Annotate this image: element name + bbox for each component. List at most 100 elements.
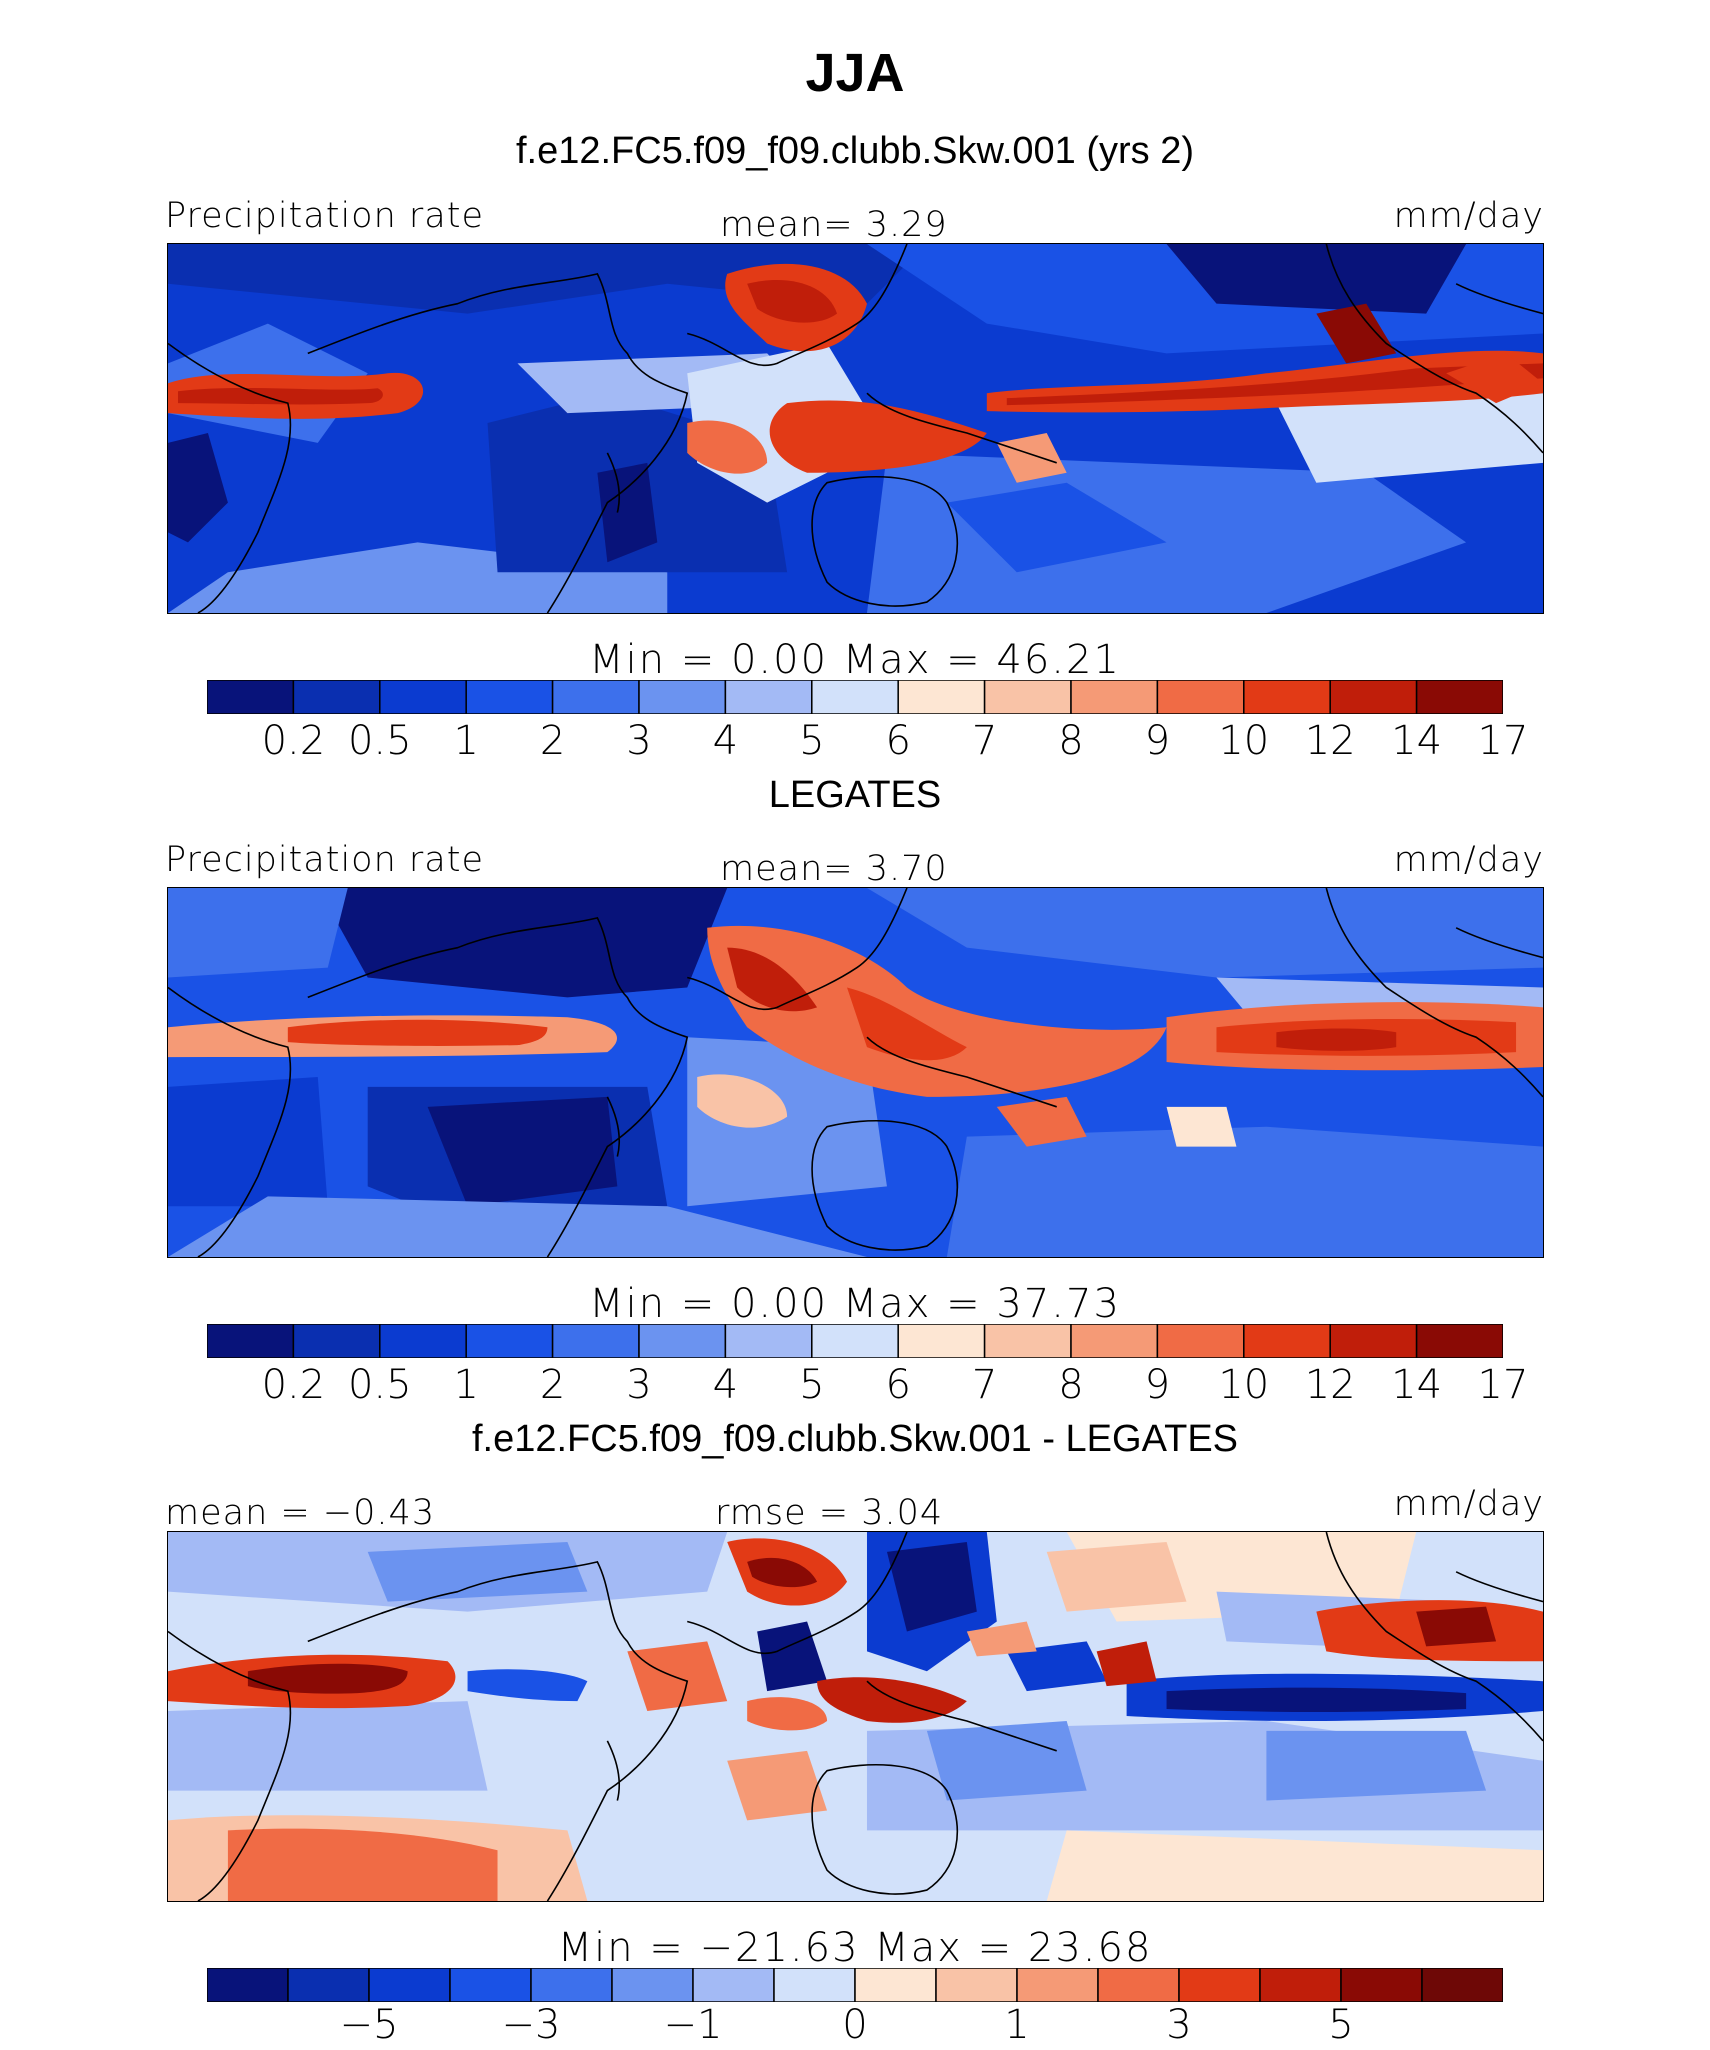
- panel-2-map: [167, 887, 1544, 1258]
- colorbar-swatch: [530, 1968, 613, 2002]
- panel-1-units-label: mm/day: [1393, 196, 1544, 236]
- colorbar-swatch: [983, 1324, 1072, 1358]
- colorbar-tick-label: 1: [453, 718, 479, 764]
- colorbar-tick-label: 0.5: [347, 718, 412, 764]
- colorbar-swatch: [449, 1968, 532, 2002]
- colorbar-swatch: [1070, 680, 1159, 714]
- colorbar-swatch: [1156, 680, 1245, 714]
- colorbar-tick-label: 4: [712, 1362, 739, 1408]
- colorbar-tick-label: 2: [539, 718, 566, 764]
- colorbar-tick-label: 5: [799, 1362, 825, 1408]
- colorbar-tick-label: 10: [1218, 1362, 1270, 1408]
- colorbar-tick-label: 7: [971, 1362, 998, 1408]
- colorbar-tick-label: 0.2: [261, 1362, 326, 1408]
- colorbar-swatch: [287, 1968, 370, 2002]
- colorbar-swatch: [638, 680, 727, 714]
- colorbar-tick-label: 17: [1477, 1362, 1529, 1408]
- colorbar-tick-label: −5: [339, 2002, 399, 2048]
- colorbar-swatch: [1097, 1968, 1180, 2002]
- colorbar-swatch: [1329, 1324, 1418, 1358]
- colorbar-swatch: [379, 680, 467, 714]
- colorbar-tick-label: 6: [885, 1362, 911, 1408]
- colorbar-tick-label: 4: [712, 718, 739, 764]
- colorbar-tick-label: 0.2: [261, 718, 326, 764]
- colorbar-swatch: [854, 1968, 937, 2002]
- colorbar-tick-label: 6: [885, 718, 911, 764]
- figure-title: JJA: [805, 43, 905, 103]
- panel-3-minmax: Min = −21.63 Max = 23.68: [557, 1925, 1153, 1971]
- colorbar-tick-label: 9: [1144, 1362, 1171, 1408]
- colorbar-swatch: [692, 1968, 775, 2002]
- colorbar-swatch: [1016, 1968, 1099, 2002]
- colorbar-swatch: [897, 680, 986, 714]
- colorbar-tick-label: 2: [539, 1362, 566, 1408]
- panel-2-heading: LEGATES: [768, 774, 942, 816]
- colorbar-swatch: [207, 680, 295, 714]
- colorbar-swatch: [724, 680, 813, 714]
- panel-3-mean-label: mean = −0.43: [165, 1493, 436, 1533]
- colorbar-swatch: [465, 1324, 554, 1358]
- colorbar-tick-label: 14: [1391, 1362, 1443, 1408]
- panel-3-map: [167, 1531, 1544, 1902]
- colorbar-swatch: [1156, 1324, 1245, 1358]
- colorbar-tick-label: 9: [1144, 718, 1171, 764]
- colorbar-tick-label: 3: [626, 1362, 652, 1408]
- colorbar-tick-label: 10: [1218, 718, 1270, 764]
- panel-2-units-label: mm/day: [1393, 840, 1544, 880]
- colorbar-swatch: [379, 1324, 467, 1358]
- colorbar-tick-label: 12: [1304, 1362, 1356, 1408]
- panel-1-variable-label: Precipitation rate: [165, 196, 484, 236]
- colorbar-swatch: [1340, 1968, 1423, 2002]
- colorbar-swatch: [611, 1968, 694, 2002]
- colorbar-swatch: [368, 1968, 451, 2002]
- panel-2-mean-label: mean= 3.70: [720, 849, 948, 889]
- colorbar-swatch: [551, 1324, 640, 1358]
- colorbar-swatch: [207, 1968, 289, 2002]
- colorbar-tick-label: 8: [1058, 1362, 1084, 1408]
- panel-2-variable-label: Precipitation rate: [165, 840, 484, 880]
- panel-1-mean-label: mean= 3.29: [720, 205, 948, 245]
- colorbar-swatch: [638, 1324, 727, 1358]
- colorbar-swatch: [811, 680, 899, 714]
- panel-3-units-label: mm/day: [1393, 1484, 1544, 1524]
- colorbar-tick-label: 0.5: [347, 1362, 412, 1408]
- colorbar-tick-label: 14: [1391, 718, 1443, 764]
- panel-3-rmse-label: rmse = 3.04: [715, 1493, 944, 1533]
- colorbar-tick-label: 7: [971, 718, 998, 764]
- colorbar-swatch: [1070, 1324, 1159, 1358]
- panel-1-minmax: Min = 0.00 Max = 46.21: [589, 637, 1121, 683]
- colorbar-swatch: [292, 1324, 381, 1358]
- colorbar-tick-label: 17: [1477, 718, 1529, 764]
- panel-2-colorbar: [207, 1324, 1503, 1358]
- colorbar-swatch: [1415, 680, 1503, 714]
- colorbar-tick-label: 8: [1058, 718, 1084, 764]
- panel-1-heading: f.e12.FC5.f09_f09.clubb.Skw.001 (yrs 2): [515, 130, 1195, 172]
- panel-2-colorbar-ticks: 0.2 0.5 1 2 3 4 5 6 7 8 9 10 12 14 17: [207, 1362, 1529, 1410]
- colorbar-swatch: [935, 1968, 1018, 2002]
- colorbar-swatch: [1259, 1968, 1342, 2002]
- colorbar-swatch: [1329, 680, 1418, 714]
- colorbar-tick-label: 5: [1328, 2002, 1354, 2048]
- colorbar-swatch: [551, 680, 640, 714]
- colorbar-tick-label: 1: [1004, 2002, 1030, 2048]
- colorbar-swatch: [465, 680, 554, 714]
- colorbar-swatch: [1415, 1324, 1503, 1358]
- colorbar-tick-label: 3: [1166, 2002, 1192, 2048]
- colorbar-swatch: [811, 1324, 899, 1358]
- colorbar-tick-label: −1: [663, 2002, 723, 2048]
- panel-1-colorbar-ticks: 0.2 0.5 1 2 3 4 5 6 7 8 9 10 12 14 17: [207, 718, 1529, 766]
- panel-3-heading: f.e12.FC5.f09_f09.clubb.Skw.001 - LEGATE…: [471, 1418, 1239, 1460]
- colorbar-swatch: [1421, 1968, 1503, 2002]
- colorbar-swatch: [983, 680, 1072, 714]
- colorbar-swatch: [773, 1968, 856, 2002]
- colorbar-swatch: [292, 680, 381, 714]
- panel-1-map: [167, 243, 1544, 614]
- colorbar-tick-label: 1: [453, 1362, 479, 1408]
- colorbar-tick-label: 5: [799, 718, 825, 764]
- colorbar-swatch: [1178, 1968, 1261, 2002]
- panel-3-colorbar-ticks: −5 −3 −1 0 1 3 5: [207, 2002, 1503, 2050]
- panel-1-colorbar: [207, 680, 1503, 714]
- colorbar-tick-label: 0: [842, 2002, 868, 2048]
- colorbar-swatch: [1243, 1324, 1331, 1358]
- panel-2-minmax: Min = 0.00 Max = 37.73: [589, 1281, 1121, 1327]
